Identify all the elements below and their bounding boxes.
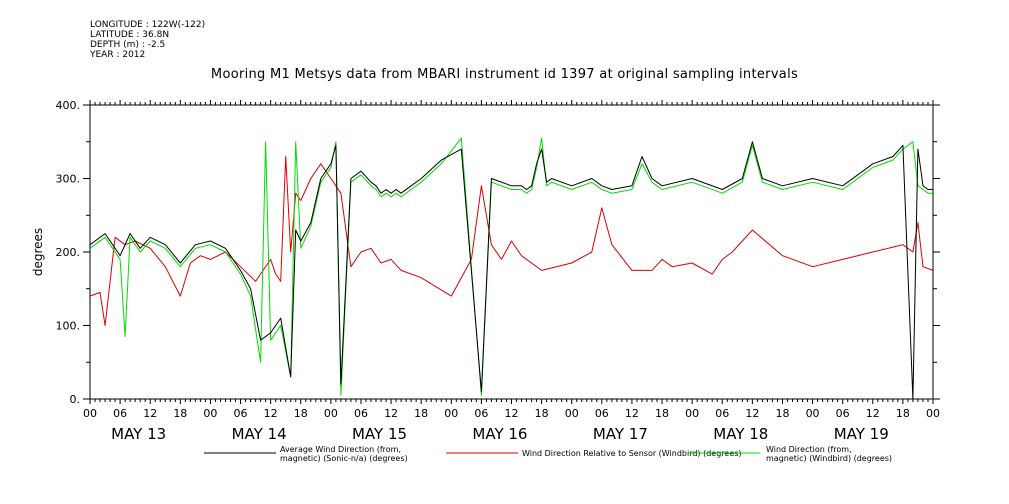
y-tick-label: 200. [56,246,81,259]
x-tick-label: 06 [474,407,488,420]
x-tick-label: 00 [83,407,97,420]
x-tick-label: 12 [384,407,398,420]
depth-label: DEPTH (m) : -2.5 [90,40,166,50]
legend-label-2: magnetic) (Windbird) (degrees) [766,454,892,463]
legend-label-0: Average Wind Direction (from, [280,445,401,454]
x-tick-label: 06 [595,407,609,420]
year-label: YEAR : 2012 [90,50,146,60]
y-tick-label: 100. [56,320,81,333]
y-tick-label: 300. [56,173,81,186]
x-tick-label: 12 [745,407,759,420]
series-line-2 [89,137,933,396]
x-tick-label: 06 [354,407,368,420]
series-layer [89,137,934,400]
day-label: MAY 16 [472,425,527,443]
x-tick-label: 12 [866,407,880,420]
legend-label-0: magnetic) (Sonic-n/a) (degrees) [280,454,408,463]
day-label: MAY 13 [111,425,166,443]
y-tick-label: 400. [56,99,81,112]
y-tick-label: 0. [70,393,81,406]
x-tick-label: 00 [926,407,940,420]
longitude-label: LONGITUDE : 122W(-122) [90,20,206,30]
x-tick-label: 00 [806,407,820,420]
x-tick-label: 12 [143,407,157,420]
x-tick-label: 00 [685,407,699,420]
x-tick-label: 18 [414,407,428,420]
day-label: MAY 19 [834,425,889,443]
x-tick-label: 06 [715,407,729,420]
x-tick-label: 00 [203,407,217,420]
x-tick-label: 18 [535,407,549,420]
x-tick-label: 18 [294,407,308,420]
x-tick-label: 12 [264,407,278,420]
x-tick-label: 06 [234,407,248,420]
plot-frame [89,104,934,400]
series-line-1 [89,156,934,326]
x-tick-label: 18 [896,407,910,420]
x-tick-label: 12 [625,407,639,420]
x-tick-label: 00 [565,407,579,420]
x-tick-label: 18 [173,407,187,420]
legend-label-1: Wind Direction Relative to Sensor (Windb… [522,449,742,458]
day-label: MAY 17 [593,425,648,443]
x-tick-label: 00 [324,407,338,420]
metadata-block: LONGITUDE : 122W(-122) LATITUDE : 36.8N … [90,20,205,60]
axes-layer: 00 06 12 18 00 06 12 18 00 06 12 18 00 06 12 18 00 06 12 18… [56,99,940,443]
day-label: MAY 15 [352,425,407,443]
y-axis-label: degrees [31,228,45,276]
day-label: MAY 18 [713,425,768,443]
series-line-0 [89,141,933,400]
legend-label-2: Wind Direction (from, [766,445,852,454]
x-tick-label: 18 [775,407,789,420]
x-tick-label: 12 [505,407,519,420]
x-tick-label: 00 [444,407,458,420]
x-tick-label: 18 [655,407,669,420]
x-tick-label: 06 [836,407,850,420]
latitude-label: LATITUDE : 36.8N [90,30,170,40]
day-label: MAY 14 [232,425,287,443]
legend: Average Wind Direction (from,magnetic) (… [204,445,892,463]
x-tick-label: 06 [113,407,127,420]
chart-title: Mooring M1 Metsys data from MBARI instru… [210,67,799,82]
